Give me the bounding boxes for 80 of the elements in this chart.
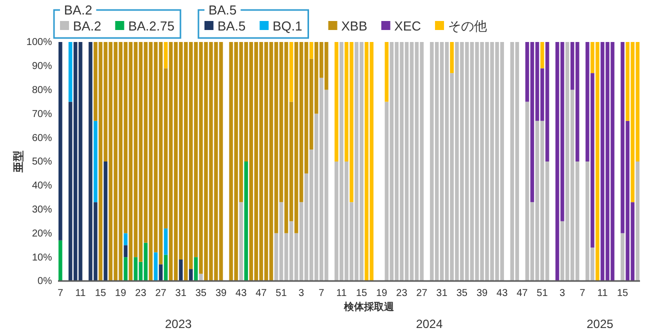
text: 2024 [416,317,443,331]
bar [154,252,158,281]
bar [124,257,128,281]
legend-label: BQ.1 [272,18,302,34]
x-tick-label: 7 [318,288,325,300]
bar [58,42,62,240]
x-tick-label: 7 [58,288,64,300]
x-tick-label: 3 [560,288,566,300]
y-tick-label: 30% [32,204,52,216]
bar [68,42,72,102]
bar [164,254,168,281]
legend-label: XEC [394,18,422,34]
bar [124,245,128,258]
x-tick-label: 39 [476,288,488,300]
x-tick-label: 3 [298,288,305,300]
bar [178,259,183,281]
y-tick-label: 20% [32,228,52,240]
x-tick-label: 11 [75,288,86,300]
x-tick-label: 11 [597,288,608,300]
y-tick-label: 60% [32,132,52,144]
bar [289,42,294,102]
bar [450,42,454,74]
legend-label: BA.2.75 [128,18,174,34]
x-tick-label: 27 [155,288,167,300]
bar [194,257,198,281]
x-tick-label: 39 [215,288,228,300]
text: BA.5 [208,2,237,18]
bar [334,42,338,162]
bar [58,240,62,281]
x-tick-label: 11 [336,288,348,300]
text: 2023 [164,317,192,331]
legend-label: BA.2 [73,18,102,34]
x-tick-label: 51 [536,288,548,300]
x-tick-label: 43 [496,288,508,300]
x-tick-label: 23 [396,288,408,300]
x-tick-label: 35 [195,288,207,300]
x-axis-title: 検体採取週 [343,301,395,313]
bar [189,269,193,281]
x-tick-label: 19 [376,288,388,300]
x-tick-label: 47 [516,288,528,300]
x-tick-label: 15 [356,288,368,300]
x-tick-label: 31 [175,288,187,300]
y-tick-label: 10% [32,252,52,264]
x-tick-label: 15 [94,288,107,300]
y-tick-label: 40% [32,180,52,192]
legend-label: XBB [341,18,368,34]
bar [244,162,248,281]
bar [199,274,203,281]
bar [164,228,168,255]
x-tick-label: 43 [236,288,248,300]
bar [239,202,243,281]
bar [540,42,544,68]
bar [124,233,128,246]
bar [636,162,640,281]
text: BA.2 [64,2,92,18]
x-tick-label: 19 [115,288,127,300]
y-tick-label: 100% [26,37,52,48]
x-tick-label: 15 [616,288,629,300]
x-tick-label: 51 [276,288,288,300]
y-axis-title: 亜型 [12,150,25,174]
bar [384,42,389,102]
bar [94,120,98,202]
bar [620,233,624,281]
x-tick-label: 7 [580,288,586,300]
legend-label: BA.5 [217,18,246,34]
x-tick-label: 47 [256,288,268,300]
x-tick-label: 35 [456,288,468,300]
y-tick-label: 70% [32,108,52,120]
bar [104,162,108,281]
bar [309,42,314,59]
y-tick-label: 90% [32,61,52,72]
x-tick-label: 27 [416,288,428,300]
x-tick-label: 31 [436,288,448,300]
y-tick-label: 50% [32,156,52,168]
x-tick-label: 23 [135,288,147,300]
y-tick-label: 80% [32,85,52,96]
text: 2025 [586,317,614,331]
legend-label: その他 [448,18,488,34]
y-tick-label: 0% [38,276,52,288]
bar [164,42,168,68]
